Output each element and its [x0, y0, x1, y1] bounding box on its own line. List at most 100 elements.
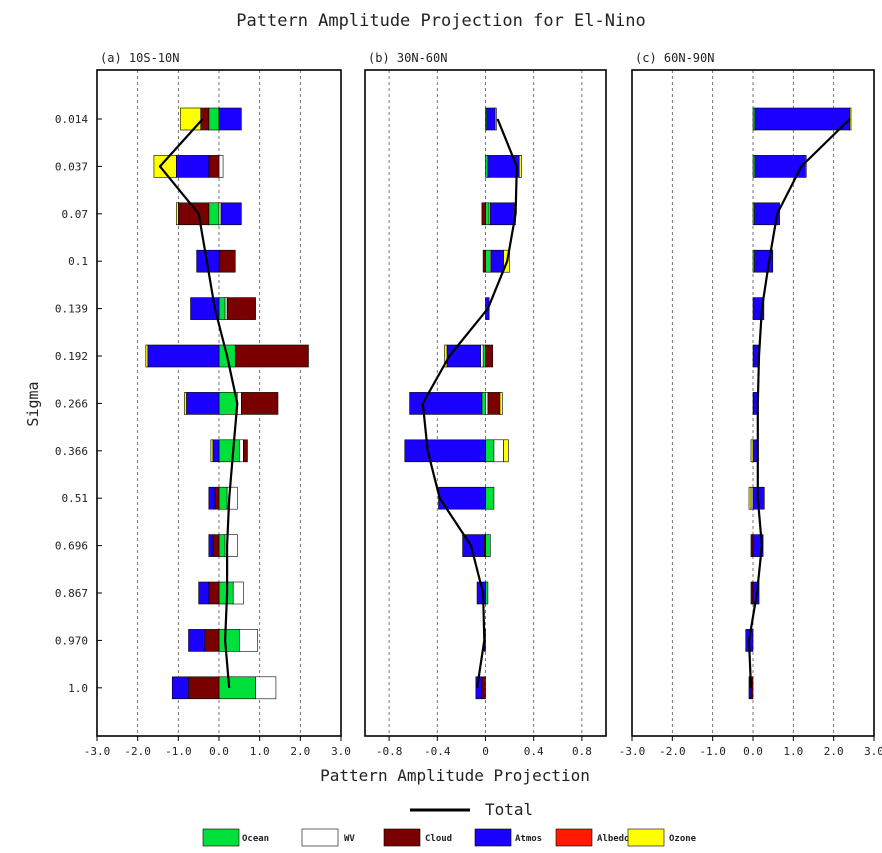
- x-tick-label: -1.0: [699, 745, 726, 758]
- bar-atmos: [218, 107, 242, 131]
- panel-1: (a) 10S-10N -3.0 -2.0 -1.0 0.0 1.0 2.0 3.0: [84, 51, 351, 758]
- bar-cloud: [481, 202, 486, 226]
- bar-wv: [226, 486, 238, 510]
- bar-atmos: [754, 202, 780, 226]
- bar-ocean: [208, 202, 220, 226]
- panel-title: (b) 30N-60N: [368, 51, 447, 65]
- total-line: [747, 118, 851, 688]
- bar-cloud: [234, 344, 309, 368]
- bar-ozone: [518, 155, 522, 178]
- y-tick-label: 0.266: [55, 397, 88, 410]
- bar-ocean: [218, 486, 228, 510]
- legend-swatch-ozone: [627, 828, 665, 847]
- bar-ozone: [805, 155, 807, 178]
- x-tick-label: 2.0: [290, 745, 310, 758]
- bar-cloud: [188, 676, 220, 700]
- bar-ozone: [153, 155, 177, 178]
- y-tick-label: 0.51: [62, 492, 89, 505]
- bar-wv: [750, 486, 754, 510]
- x-tick-label: 3.0: [331, 745, 351, 758]
- legend-swatch-ocean: [202, 828, 240, 847]
- bar-ocean: [485, 486, 495, 510]
- legend-swatch-cloud: [383, 828, 421, 847]
- bar-cloud: [204, 629, 220, 652]
- bar-wv: [239, 629, 258, 652]
- bar-ozone: [444, 344, 448, 368]
- bar-wv: [255, 676, 277, 700]
- bar-cloud: [485, 344, 494, 368]
- bar-atmos: [490, 202, 515, 226]
- bar-cloud: [241, 392, 279, 415]
- bar-ocean: [485, 534, 491, 557]
- x-tick-label: -2.0: [124, 745, 151, 758]
- bar-ozone: [750, 439, 754, 463]
- y-tick-label: 0.014: [55, 113, 88, 126]
- bar-atmos: [208, 534, 214, 557]
- bar-wv: [232, 581, 244, 605]
- bar-atmos: [752, 534, 764, 557]
- bar-cloud: [208, 155, 220, 178]
- bar-wv: [480, 344, 484, 368]
- bar-ozone: [499, 392, 503, 415]
- bar-atmos: [409, 392, 483, 415]
- bar-ocean: [218, 439, 240, 463]
- x-tick-label: -0.4: [424, 745, 451, 758]
- bar-cloud: [212, 534, 220, 557]
- x-axis-label: Pattern Amplitude Projection: [320, 766, 590, 785]
- panel-3: (c) 60N-90N -3.0 -2.0 -1.0 0.0 1.0 2.0 3.0: [619, 51, 882, 758]
- bar-atmos: [446, 344, 481, 368]
- bar-ozone: [210, 439, 214, 463]
- legend-label-wv: WV: [344, 834, 355, 844]
- bar-atmos: [754, 107, 851, 131]
- bar-ozone: [145, 344, 149, 368]
- x-tick-label: -1.0: [165, 745, 192, 758]
- bar-atmos: [220, 202, 242, 226]
- legend-swatch-wv: [301, 828, 339, 847]
- x-tick-label: -2.0: [659, 745, 686, 758]
- y-tick-label: 0.867: [55, 587, 88, 600]
- y-tick-label: 0.696: [55, 540, 88, 553]
- bar-ocean: [752, 155, 756, 178]
- bar-ozone: [503, 439, 509, 463]
- bar-atmos: [171, 676, 189, 700]
- bar-atmos: [190, 297, 220, 320]
- y-tick-label: 0.037: [55, 160, 88, 173]
- bar-ozone: [180, 107, 202, 131]
- bar-atmos: [147, 344, 220, 368]
- bar-atmos: [208, 486, 216, 510]
- bar-cloud: [219, 249, 236, 273]
- bar-cloud: [750, 534, 754, 557]
- y-tick-label: 0.970: [55, 634, 88, 647]
- panel-title: (c) 60N-90N: [635, 51, 714, 65]
- bar-ocean: [218, 629, 240, 652]
- bar-cloud: [226, 297, 256, 320]
- bar-cloud: [487, 392, 501, 415]
- bar-atmos: [753, 297, 765, 320]
- bar-wv: [218, 202, 222, 226]
- bar-ocean: [482, 344, 486, 368]
- panel-2: (b) 30N-60N -0.8 -0.4 0 0.4 0.8: [364, 51, 607, 758]
- legend-label-atmos: Atmos: [515, 834, 542, 844]
- bar-cloud: [750, 581, 754, 605]
- y-tick-label: 0.07: [62, 208, 89, 221]
- bar-ozone: [176, 202, 179, 226]
- y-tick-label: 1.0: [68, 682, 88, 695]
- bar-ocean: [485, 155, 489, 178]
- bar-atmos: [491, 249, 504, 273]
- x-tick-label: 1.0: [250, 745, 270, 758]
- x-tick-label: -0.8: [376, 745, 403, 758]
- bar-cloud: [481, 676, 486, 700]
- legend: Total Ocean WV Cloud Atmos Albedo Ozone: [202, 800, 697, 847]
- bar-ocean: [218, 676, 256, 700]
- x-tick-label: 2.0: [824, 745, 844, 758]
- bar-ocean: [485, 202, 490, 226]
- bar-wv: [493, 439, 504, 463]
- legend-label-albedo: Albedo: [597, 834, 630, 844]
- y-tick-label: 0.1: [68, 255, 88, 268]
- chart-title: Pattern Amplitude Projection for El-Nino: [236, 11, 645, 31]
- bar-ocean: [752, 107, 756, 131]
- bar-ocean: [485, 581, 489, 605]
- x-tick-label: -3.0: [84, 745, 111, 758]
- bar-atmos: [198, 581, 210, 605]
